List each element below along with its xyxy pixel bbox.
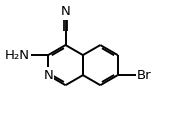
Text: Br: Br bbox=[137, 69, 152, 82]
Text: N: N bbox=[43, 69, 53, 82]
Text: H₂N: H₂N bbox=[4, 49, 29, 62]
Text: N: N bbox=[61, 5, 70, 18]
Text: Br: Br bbox=[137, 69, 152, 82]
Text: N: N bbox=[61, 5, 70, 18]
Text: N: N bbox=[43, 69, 53, 82]
Text: H₂N: H₂N bbox=[4, 49, 29, 62]
